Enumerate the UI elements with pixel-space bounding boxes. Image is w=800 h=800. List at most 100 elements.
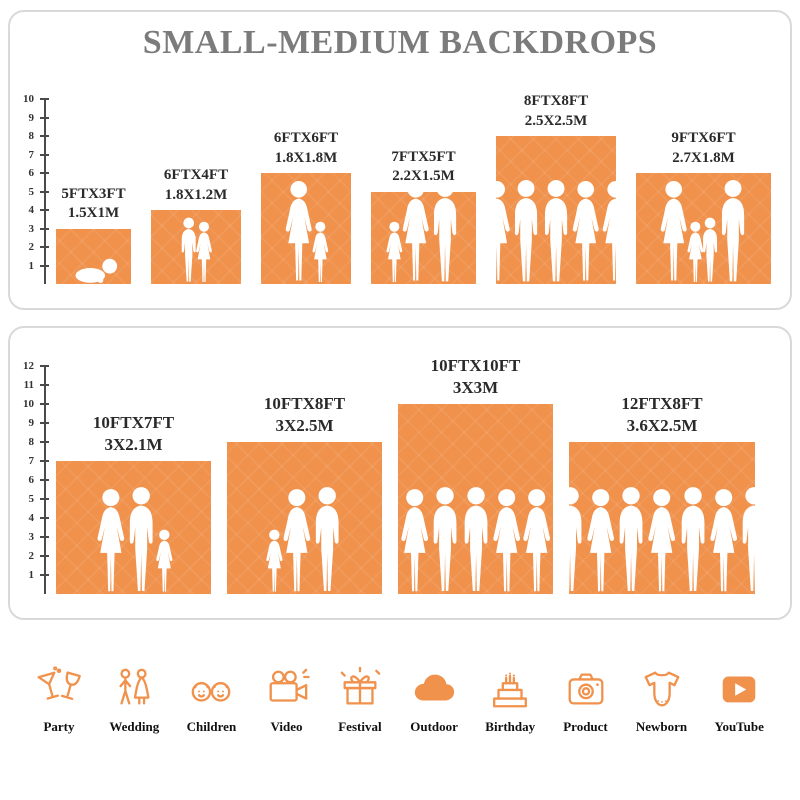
birthday-icon — [487, 666, 533, 712]
person-silhouette — [703, 218, 718, 283]
backdrop-item: 6FTX4FT 1.8X1.2M — [151, 166, 241, 284]
category-label: Newborn — [635, 719, 688, 734]
ruler-tick — [40, 153, 49, 156]
backdrop-item: 6FTX6FT 1.8X1.8M — [261, 129, 351, 284]
category-label: Wedding — [109, 719, 160, 734]
backdrop-size-m: 3X3M — [452, 377, 499, 397]
backdrop-size-label: 7FTX5FT 2.2X1.5M — [391, 148, 455, 187]
category-label: Birthday — [485, 719, 536, 734]
category-product: Product — [563, 666, 609, 735]
backdrop-size-m: 3.6X2.5M — [626, 415, 698, 435]
ruler-tick-label: 2 — [28, 550, 35, 562]
people-silhouettes — [280, 180, 332, 284]
backdrop-size-m: 2.7X1.8M — [672, 149, 735, 166]
ruler-tick-label: 1 — [28, 259, 35, 272]
ruler-tick-label: 7 — [28, 148, 35, 161]
person-silhouette — [545, 179, 568, 281]
backdrop-size-ft: 12FTX8FT — [621, 393, 703, 413]
newborn-icon — [639, 666, 685, 712]
category-label: Outdoor — [410, 719, 458, 734]
person-silhouette — [709, 488, 737, 591]
backdrop-size-ft: 6FTX6FT — [273, 130, 339, 146]
person-silhouette — [573, 181, 599, 281]
person-silhouette — [681, 486, 705, 591]
backdrop-item: 8FTX8FT 2.5X2.5M — [483, 92, 629, 284]
person-silhouette — [283, 488, 310, 591]
ruler-tick — [40, 116, 49, 119]
person-silhouette — [619, 486, 643, 591]
backdrop-item: 10FTX10FT 3X3M — [398, 355, 553, 594]
ruler-tick-label: 10 — [23, 398, 34, 410]
backdrop-size-ft: 10FTX8FT — [263, 393, 346, 413]
festival-icon — [337, 666, 383, 712]
ruler-tick — [40, 98, 49, 100]
backdrop-size-ft: 5FTX3FT — [61, 185, 126, 202]
backdrop-size-m: 1.8X1.2M — [164, 186, 228, 203]
backdrop-size-ft: 7FTX5FT — [391, 148, 456, 165]
ruler-tick-label: 9 — [28, 417, 35, 429]
ruler-tick — [40, 441, 49, 443]
person-silhouette — [558, 486, 582, 591]
ruler-tick — [40, 574, 49, 576]
size-chart-small-medium: 1 2 3 4 5 6 7 8 9 10 5FTX3FT 1.5X1M 6FTX4FT 1.8X1.2M… — [20, 92, 782, 284]
large-backdrops-panel: 1 2 3 4 5 6 7 8 9 10 11 12 10FTX7FT 3X2.1M 10FTX8FT 3X… — [8, 326, 792, 620]
person-silhouette — [181, 218, 196, 283]
person-silhouette — [97, 488, 124, 591]
ruler-tick-label: 5 — [28, 185, 35, 198]
person-silhouette — [742, 486, 766, 591]
person-silhouette — [265, 530, 282, 593]
ruler-tick — [40, 536, 49, 538]
category-label: YouTube — [714, 719, 764, 734]
ruler-tick-label: 10 — [23, 93, 34, 105]
ruler-tick-label: 12 — [23, 360, 34, 372]
ruler-tick-label: 1 — [28, 569, 35, 581]
ruler-tick-label: 8 — [28, 130, 35, 142]
people-silhouettes — [395, 486, 556, 594]
backdrop-size-label: 10FTX10FT 3X3M — [431, 355, 521, 399]
baby-silhouette — [75, 259, 117, 284]
ruler-tick-label: 11 — [23, 379, 34, 391]
ruler-tick-label: 7 — [28, 455, 35, 467]
people-silhouettes — [69, 256, 117, 284]
backdrop-bar — [636, 173, 771, 284]
backdrop-item: 12FTX8FT 3.6X2.5M — [558, 393, 766, 594]
person-silhouette — [385, 221, 402, 283]
wedding-icon — [111, 666, 157, 712]
ruler-tick — [40, 460, 49, 462]
children-icon — [188, 666, 234, 712]
people-silhouettes — [383, 179, 465, 285]
backdrop-bars: 5FTX3FT 1.5X1M 6FTX4FT 1.8X1.2M 6FTX6FT 1.8X1… — [56, 92, 782, 284]
backdrop-size-label: 6FTX6FT 1.8X1.8M — [274, 129, 338, 168]
backdrop-size-label: 12FTX8FT 3.6X2.5M — [621, 393, 702, 437]
person-silhouette — [493, 488, 520, 591]
person-silhouette — [515, 179, 538, 281]
person-silhouette — [156, 530, 173, 593]
category-video: Video — [264, 666, 310, 735]
people-silhouettes — [551, 486, 774, 594]
party-icon — [36, 666, 82, 712]
ruler-tick — [40, 227, 49, 230]
category-newborn: Newborn — [636, 666, 687, 735]
person-silhouette — [660, 181, 687, 281]
person-silhouette — [602, 181, 629, 281]
ruler-tick-label: 6 — [28, 167, 35, 179]
backdrop-size-ft: 10FTX10FT — [430, 355, 521, 375]
person-silhouette — [196, 221, 212, 283]
backdrop-size-ft: 9FTX6FT — [671, 130, 736, 146]
backdrop-size-label: 5FTX3FT 1.5X1M — [61, 185, 125, 224]
ruler-tick — [40, 479, 49, 481]
ruler-tick-label: 4 — [28, 204, 35, 216]
backdrop-size-ft: 8FTX8FT — [523, 93, 589, 109]
backdrop-item: 10FTX7FT 3X2.1M — [56, 412, 211, 594]
category-wedding: Wedding — [109, 666, 159, 735]
person-silhouette — [434, 179, 457, 281]
category-label: Party — [43, 719, 75, 734]
ruler: 1 2 3 4 5 6 7 8 9 10 11 12 — [20, 360, 49, 594]
ruler-tick — [40, 190, 49, 193]
ruler-tick-label: 2 — [28, 241, 35, 253]
youtube-icon — [716, 666, 762, 712]
product-icon — [563, 666, 609, 712]
person-silhouette — [587, 488, 615, 591]
ruler: 1 2 3 4 5 6 7 8 9 10 — [20, 93, 49, 284]
ruler-tick-label: 8 — [28, 436, 35, 448]
